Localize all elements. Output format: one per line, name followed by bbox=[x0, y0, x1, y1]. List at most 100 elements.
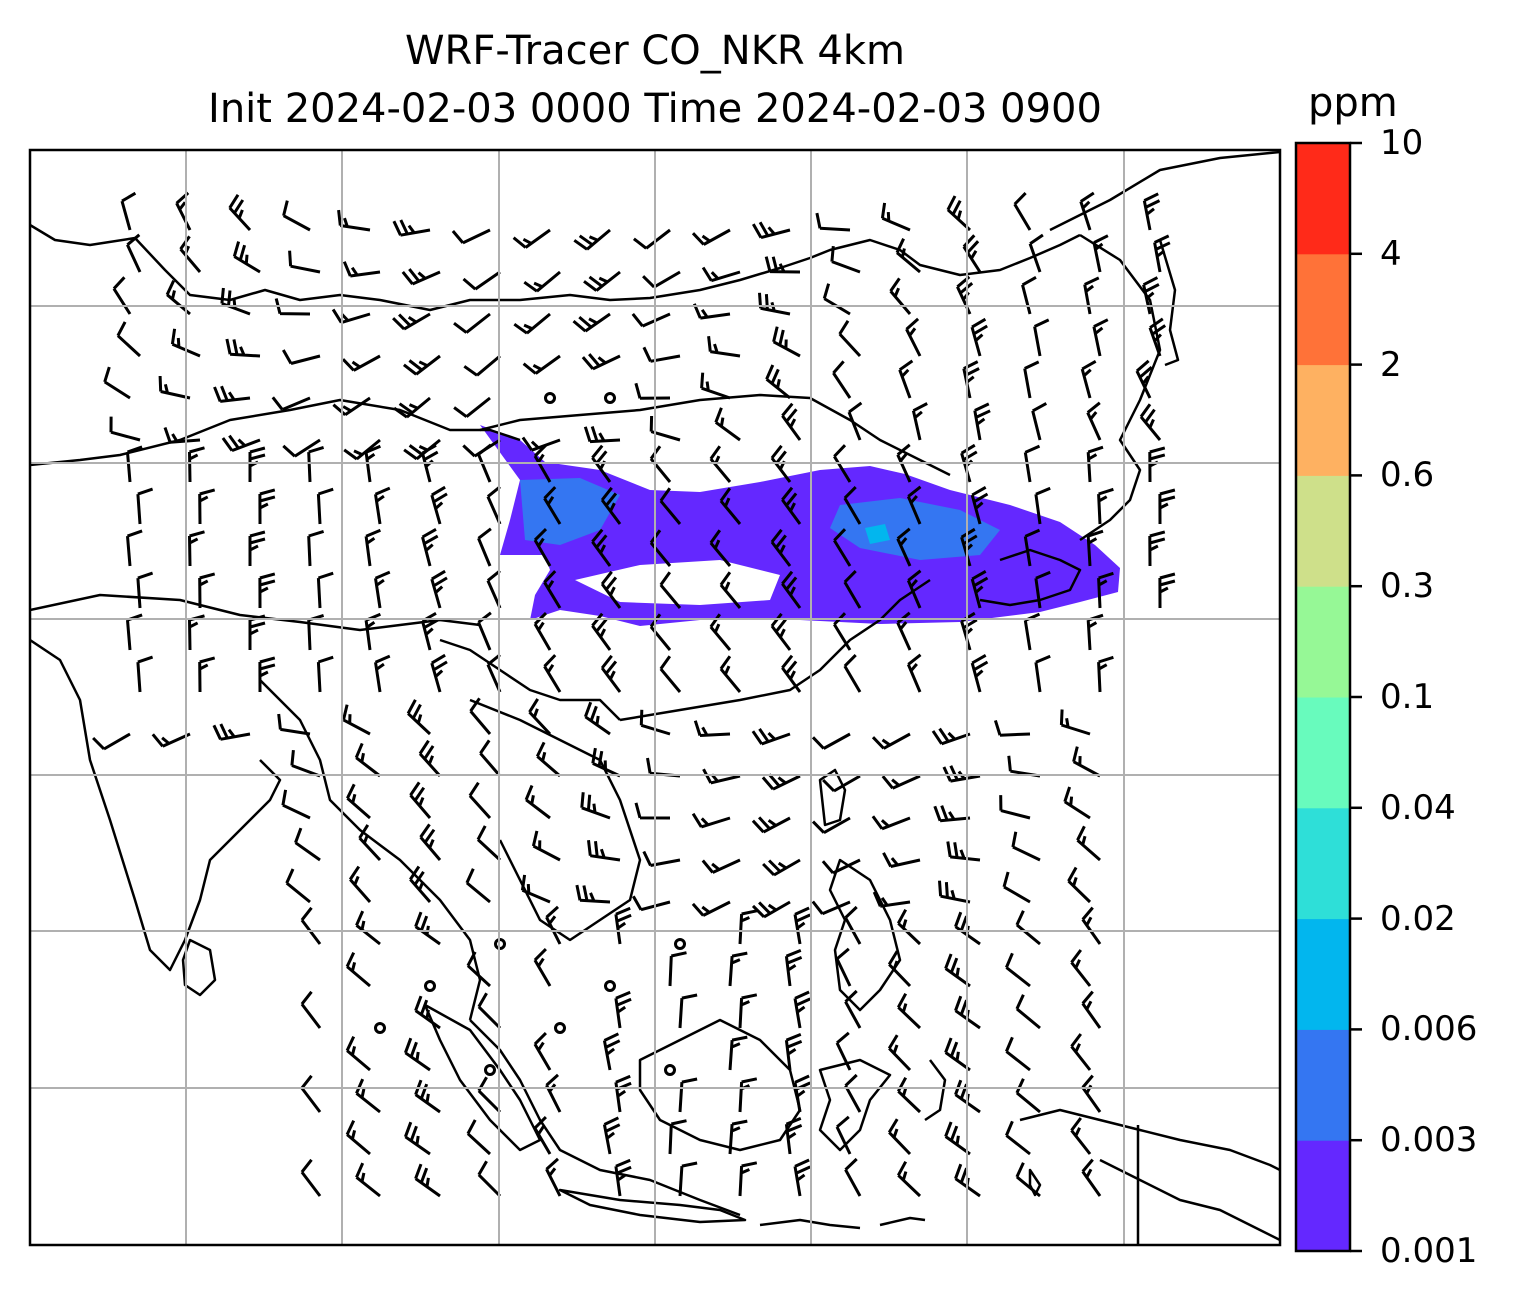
wind-barb bbox=[421, 443, 439, 483]
wind-barb bbox=[414, 995, 441, 1030]
wind-barb bbox=[1005, 1036, 1031, 1072]
wind-barb bbox=[477, 1076, 502, 1114]
colorbar bbox=[1296, 141, 1362, 1253]
wind-barb bbox=[583, 270, 621, 292]
coastline-sumatra bbox=[423, 1003, 542, 1152]
wind-barb bbox=[649, 445, 672, 483]
colorbar-segment bbox=[1296, 1140, 1350, 1252]
wind-barb bbox=[1092, 318, 1109, 357]
wind-barb bbox=[793, 906, 811, 945]
colorbar-tick-label: 4 bbox=[1380, 233, 1402, 274]
coastline-lesser-sunda bbox=[759, 1216, 926, 1230]
wind-barb bbox=[728, 951, 748, 987]
wind-barb bbox=[793, 990, 811, 1029]
wind-barb bbox=[430, 569, 448, 609]
coastline-sakhalin bbox=[1158, 239, 1180, 367]
wind-barb bbox=[728, 1035, 748, 1071]
wind-barb bbox=[887, 950, 912, 988]
chart-title: WRF-Tracer CO_NKR 4km bbox=[404, 28, 906, 74]
wind-barb bbox=[281, 349, 321, 365]
wind-barb bbox=[659, 571, 682, 609]
wind-barb bbox=[345, 951, 371, 988]
wind-barb bbox=[1080, 359, 1097, 399]
wind-barb bbox=[709, 445, 732, 483]
coastline-malay-peninsula bbox=[469, 1019, 741, 1217]
wind-barb bbox=[288, 250, 321, 274]
wind-barb bbox=[833, 444, 852, 483]
wind-barb bbox=[970, 569, 989, 609]
wind-barb bbox=[126, 233, 142, 273]
colorbar-segment bbox=[1296, 143, 1350, 255]
wind-barb bbox=[738, 1077, 758, 1113]
wind-barb bbox=[232, 241, 261, 274]
wind-barb bbox=[103, 366, 131, 400]
wind-barb bbox=[414, 911, 441, 946]
wind-barb bbox=[300, 990, 322, 1029]
map-area bbox=[30, 150, 1280, 1245]
wind-barb bbox=[188, 530, 205, 567]
colorbar-tick-label: 0.04 bbox=[1380, 787, 1456, 828]
wind-barb bbox=[614, 1074, 632, 1113]
wind-barb bbox=[709, 529, 732, 567]
wind-barb bbox=[815, 212, 851, 232]
wind-barb bbox=[463, 354, 501, 377]
wind-barb bbox=[545, 1073, 562, 1113]
wind-barb bbox=[583, 426, 621, 444]
wind-barb bbox=[600, 654, 622, 693]
wind-barb bbox=[294, 827, 321, 862]
wind-barb bbox=[316, 571, 334, 609]
wind-barb bbox=[871, 815, 911, 831]
wind-barb bbox=[348, 865, 372, 903]
wind-barb bbox=[678, 1077, 698, 1113]
wind-barb bbox=[811, 816, 851, 835]
wind-barb bbox=[602, 1116, 621, 1155]
wind-barb bbox=[486, 485, 502, 525]
wind-barb bbox=[469, 697, 492, 735]
wind-barb bbox=[300, 1074, 322, 1113]
wind-barb bbox=[835, 1115, 852, 1155]
coastline-india bbox=[30, 638, 282, 972]
wind-barb bbox=[248, 614, 266, 650]
wind-barb bbox=[761, 773, 801, 791]
wind-barb bbox=[896, 1160, 922, 1198]
wind-barb bbox=[678, 993, 698, 1029]
wind-barb bbox=[220, 287, 251, 316]
wind-barb bbox=[92, 732, 131, 751]
wind-barb bbox=[277, 713, 311, 736]
wind-barb bbox=[631, 895, 671, 912]
wind-barb bbox=[1148, 317, 1167, 357]
wind-barb bbox=[1067, 866, 1092, 904]
wind-barb bbox=[811, 732, 851, 750]
wind-barb bbox=[1135, 359, 1153, 399]
wind-barb bbox=[587, 840, 621, 862]
colorbar-segment bbox=[1296, 807, 1350, 920]
wind-barb bbox=[751, 728, 791, 746]
wind-barb bbox=[821, 858, 861, 875]
colorbar-segment bbox=[1296, 1029, 1350, 1141]
wind-barb bbox=[784, 1117, 803, 1155]
wind-barb bbox=[614, 906, 632, 945]
colorbar-segment bbox=[1296, 918, 1350, 1030]
wind-barb bbox=[719, 655, 742, 693]
wind-barb bbox=[109, 416, 141, 442]
colorbar-tick-label: 2 bbox=[1380, 344, 1402, 385]
wind-barb bbox=[248, 446, 266, 482]
coastline-philippines bbox=[828, 858, 902, 1012]
plume-core-east bbox=[830, 498, 1000, 560]
wind-barb bbox=[772, 326, 801, 358]
wind-barb bbox=[970, 485, 989, 525]
wind-barb bbox=[634, 802, 671, 820]
wind-barb bbox=[533, 444, 552, 483]
wind-barb bbox=[358, 824, 382, 862]
wind-barb bbox=[583, 701, 611, 736]
wind-barb bbox=[512, 228, 551, 249]
wind-barb bbox=[1011, 831, 1041, 862]
wind-barb bbox=[614, 1158, 632, 1197]
wind-barb bbox=[843, 570, 862, 609]
coastline-bay-bengal-east bbox=[259, 679, 482, 1021]
wind-barb bbox=[764, 256, 801, 274]
wind-barb bbox=[701, 858, 741, 874]
wind-barbs bbox=[92, 191, 1176, 1198]
wind-barb bbox=[1028, 233, 1044, 273]
wind-barb bbox=[751, 221, 791, 240]
